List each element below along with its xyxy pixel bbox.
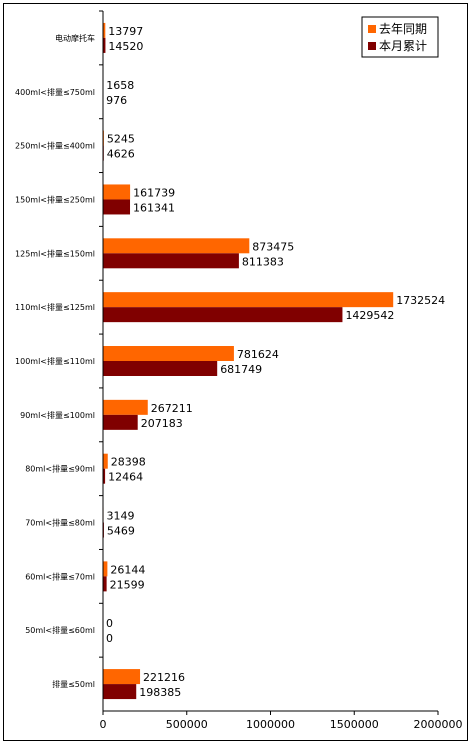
category-label: 110ml<排量≤125ml <box>15 302 95 312</box>
value-label: 5469 <box>107 525 135 538</box>
value-label: 161739 <box>133 186 175 199</box>
value-label: 0 <box>106 632 113 645</box>
value-label: 873475 <box>252 240 294 253</box>
category-label: 125ml<排量≤150ml <box>15 248 95 258</box>
bar-0-0 <box>103 22 106 38</box>
category-label: 100ml<排量≤110ml <box>15 356 95 366</box>
bar-1-10 <box>103 576 107 592</box>
category-label: 70ml<排量≤80ml <box>25 518 95 528</box>
category-label: 90ml<排量≤100ml <box>20 410 95 420</box>
chart-frame <box>3 3 468 741</box>
value-label: 12464 <box>108 471 143 484</box>
bar-1-4 <box>103 253 239 269</box>
value-label: 681749 <box>220 363 262 376</box>
bar-1-12 <box>103 684 137 700</box>
value-label: 0 <box>106 617 113 630</box>
legend-swatch-1 <box>368 42 376 50</box>
value-label: 5245 <box>107 133 135 146</box>
value-label: 267211 <box>151 402 193 415</box>
bar-1-3 <box>103 199 131 215</box>
category-label: 电动摩托车 <box>55 33 95 43</box>
value-label: 1732524 <box>396 294 445 307</box>
value-label: 26144 <box>110 563 145 576</box>
bar-0-10 <box>103 561 108 577</box>
bar-1-5 <box>103 307 343 323</box>
legend-swatch-0 <box>368 25 376 33</box>
bar-1-8 <box>103 468 106 484</box>
x-axis: 0 500000 1000000 1500000 2000000 <box>99 10 463 731</box>
category-label: 排量≤50ml <box>52 679 95 689</box>
category-label: 60ml<排量≤70ml <box>25 571 95 581</box>
labels-layer: 电动摩托车 13797 14520 400ml<排量≤750ml 1658 976 250m… <box>15 25 445 699</box>
legend-label-1: 本月累计 <box>379 39 427 53</box>
x-tick-label: 2000000 <box>414 718 463 731</box>
value-label: 781624 <box>237 348 279 361</box>
x-tick-label: 500000 <box>166 718 208 731</box>
legend-label-0: 去年同期 <box>379 22 427 36</box>
category-label: 80ml<排量≤90ml <box>25 464 95 474</box>
category-label: 50ml<排量≤60ml <box>25 625 95 635</box>
bar-0-7 <box>103 399 148 415</box>
value-label: 1429542 <box>345 309 394 322</box>
value-label: 161341 <box>133 201 175 214</box>
value-label: 13797 <box>108 25 143 38</box>
category-label: 400ml<排量≤750ml <box>15 87 95 97</box>
x-tick-label: 0 <box>100 718 107 731</box>
x-tick-label: 1500000 <box>330 718 379 731</box>
legend-box <box>361 16 439 58</box>
bar-1-0 <box>103 37 106 53</box>
bar-0-12 <box>103 669 141 685</box>
legend: 去年同期 本月累计 <box>361 16 439 58</box>
bar-1-6 <box>103 361 218 376</box>
value-label: 207183 <box>141 417 183 430</box>
x-tick-label: 1000000 <box>246 718 295 731</box>
value-label: 14520 <box>108 40 143 53</box>
bar-0-4 <box>103 238 250 254</box>
value-label: 4626 <box>107 148 135 161</box>
bar-0-3 <box>103 184 131 200</box>
value-label: 198385 <box>139 686 181 699</box>
value-label: 811383 <box>242 255 284 268</box>
category-label: 250ml<排量≤400ml <box>15 141 95 151</box>
value-label: 3149 <box>107 510 135 523</box>
value-label: 21599 <box>110 578 145 591</box>
category-label: 150ml<排量≤250ml <box>15 194 95 204</box>
value-label: 28398 <box>111 456 146 469</box>
bar-0-6 <box>103 346 234 361</box>
bar-0-8 <box>103 453 108 469</box>
bar-0-5 <box>103 292 394 308</box>
bar-1-7 <box>103 414 138 430</box>
value-label: 976 <box>106 94 127 107</box>
value-label: 1658 <box>106 79 134 92</box>
value-label: 221216 <box>143 671 185 684</box>
bars-layer <box>103 22 394 700</box>
